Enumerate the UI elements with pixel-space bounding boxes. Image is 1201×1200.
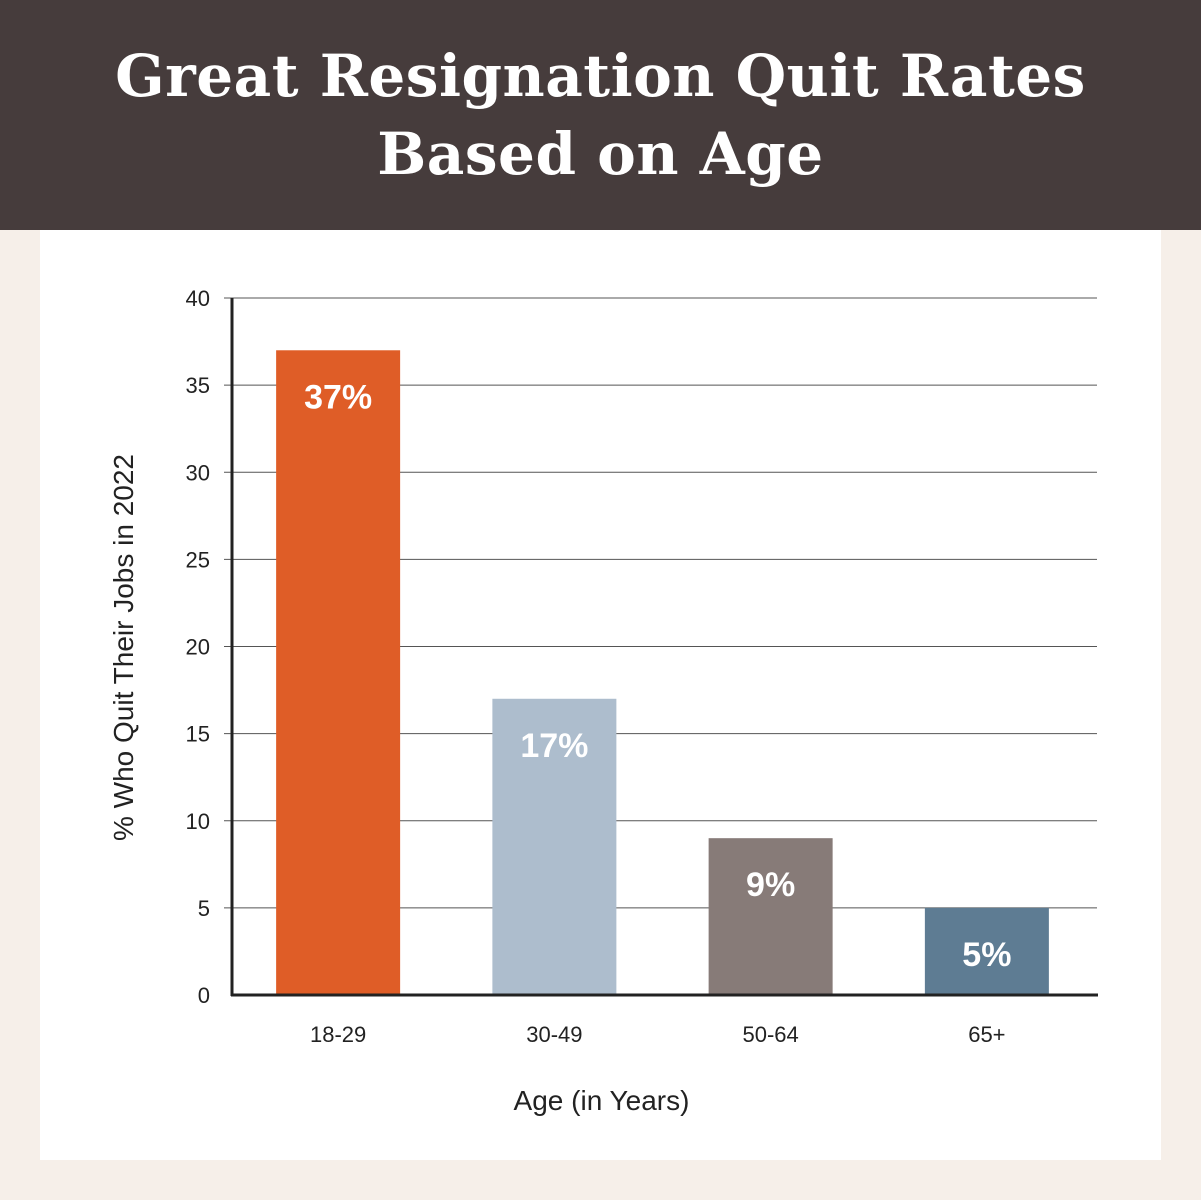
y-tick-label: 25 bbox=[186, 547, 210, 572]
x-axis-title: Age (in Years) bbox=[514, 1085, 690, 1116]
y-tick-labels: 0 5 10 15 20 25 30 35 40 bbox=[186, 286, 210, 1008]
chart-card: 0 5 10 15 20 25 30 35 40 18-29 30-49 50-64 65+ 37% 1… bbox=[40, 230, 1161, 1160]
x-tick-label: 65+ bbox=[968, 1022, 1005, 1047]
x-tick-labels: 18-29 30-49 50-64 65+ bbox=[310, 1022, 1006, 1047]
y-tick-label: 0 bbox=[198, 983, 210, 1008]
y-tick-label: 30 bbox=[186, 460, 210, 485]
y-axis-title: % Who Quit Their Jobs in 2022 bbox=[108, 454, 139, 841]
y-tick-label: 15 bbox=[186, 722, 210, 747]
y-tick-label: 35 bbox=[186, 373, 210, 398]
bar-data-label: 17% bbox=[520, 727, 588, 765]
x-tick-label: 50-64 bbox=[742, 1022, 798, 1047]
bar bbox=[708, 838, 833, 995]
bar bbox=[924, 907, 1049, 995]
y-tick-label: 10 bbox=[186, 809, 210, 834]
bar-data-label: 37% bbox=[304, 378, 372, 416]
y-tick-label: 40 bbox=[186, 286, 210, 311]
bar-data-label: 9% bbox=[746, 866, 795, 904]
bar bbox=[276, 350, 401, 995]
x-tick-label: 30-49 bbox=[526, 1022, 582, 1047]
bar bbox=[492, 698, 617, 995]
bars bbox=[276, 350, 1049, 995]
chart-title-line-2: Based on Age bbox=[377, 120, 824, 188]
bar-chart: 0 5 10 15 20 25 30 35 40 18-29 30-49 50-64 65+ 37% 1… bbox=[108, 286, 1098, 1116]
bar-data-labels: 37% 17% 9% 5% bbox=[304, 378, 1011, 974]
y-tick-label: 20 bbox=[186, 635, 210, 660]
y-tick-label: 5 bbox=[198, 896, 210, 921]
chart-title-line-1: Great Resignation Quit Rates bbox=[115, 42, 1086, 110]
bar-data-label: 5% bbox=[962, 936, 1011, 974]
x-tick-label: 18-29 bbox=[310, 1022, 366, 1047]
chart-header: Great Resignation Quit Rates Based on Ag… bbox=[0, 0, 1201, 230]
axes bbox=[230, 298, 1098, 997]
